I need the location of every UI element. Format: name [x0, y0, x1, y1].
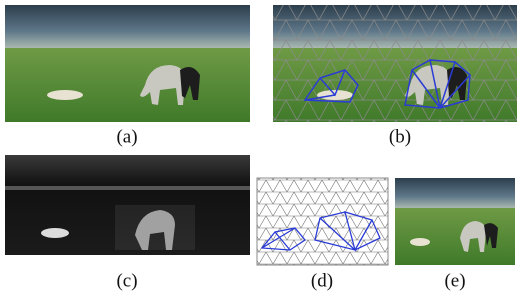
panel-label: (c)	[116, 270, 137, 291]
image-c	[5, 155, 250, 255]
image-d	[257, 178, 388, 265]
image-b	[273, 5, 517, 122]
image-a	[5, 5, 250, 122]
panel-label: (d)	[311, 270, 333, 291]
panel-label: (e)	[444, 270, 465, 291]
panel-label: (a)	[116, 126, 137, 147]
panel-label: (b)	[389, 126, 411, 147]
figure: (a) (b) (c) (d) (e)	[0, 0, 522, 303]
image-e	[395, 178, 515, 265]
